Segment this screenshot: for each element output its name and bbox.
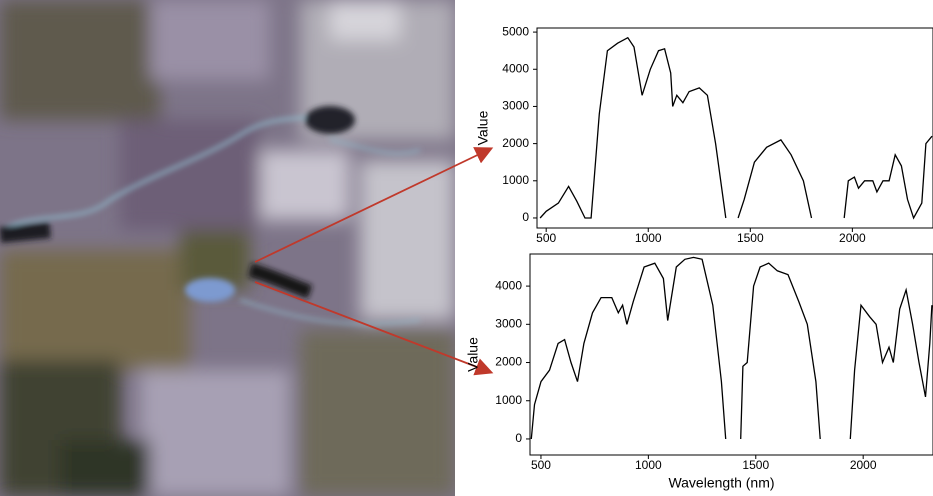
y-tick-label: 0 — [515, 431, 522, 445]
y-tick-label: 2000 — [502, 136, 529, 150]
x-axis-label: Wavelength (nm) — [668, 475, 774, 491]
y-tick-label: 5000 — [502, 24, 529, 38]
y-tick-label: 1000 — [502, 173, 529, 187]
y-tick-label: 3000 — [495, 316, 522, 330]
y-tick-label: 3000 — [502, 99, 529, 113]
y-axis-label: Value — [475, 110, 491, 145]
y-tick-label: 4000 — [495, 278, 522, 292]
figure: 010002000300040005000500100015002000Valu… — [0, 0, 933, 496]
satellite-image — [0, 0, 455, 496]
y-axis-label: Value — [465, 337, 481, 372]
x-tick-label: 1000 — [635, 231, 662, 245]
x-tick-label: 2000 — [850, 458, 877, 472]
plot-frame — [537, 28, 933, 228]
x-tick-label: 1500 — [737, 231, 764, 245]
y-tick-label: 4000 — [502, 61, 529, 75]
x-tick-label: 2000 — [839, 231, 866, 245]
y-tick-label: 0 — [522, 210, 529, 224]
x-tick-label: 1500 — [742, 458, 769, 472]
x-tick-label: 1000 — [635, 458, 662, 472]
x-tick-label: 500 — [536, 231, 556, 245]
plot-frame — [530, 254, 933, 455]
y-tick-label: 1000 — [495, 393, 522, 407]
y-tick-label: 2000 — [495, 355, 522, 369]
x-tick-label: 500 — [531, 458, 551, 472]
